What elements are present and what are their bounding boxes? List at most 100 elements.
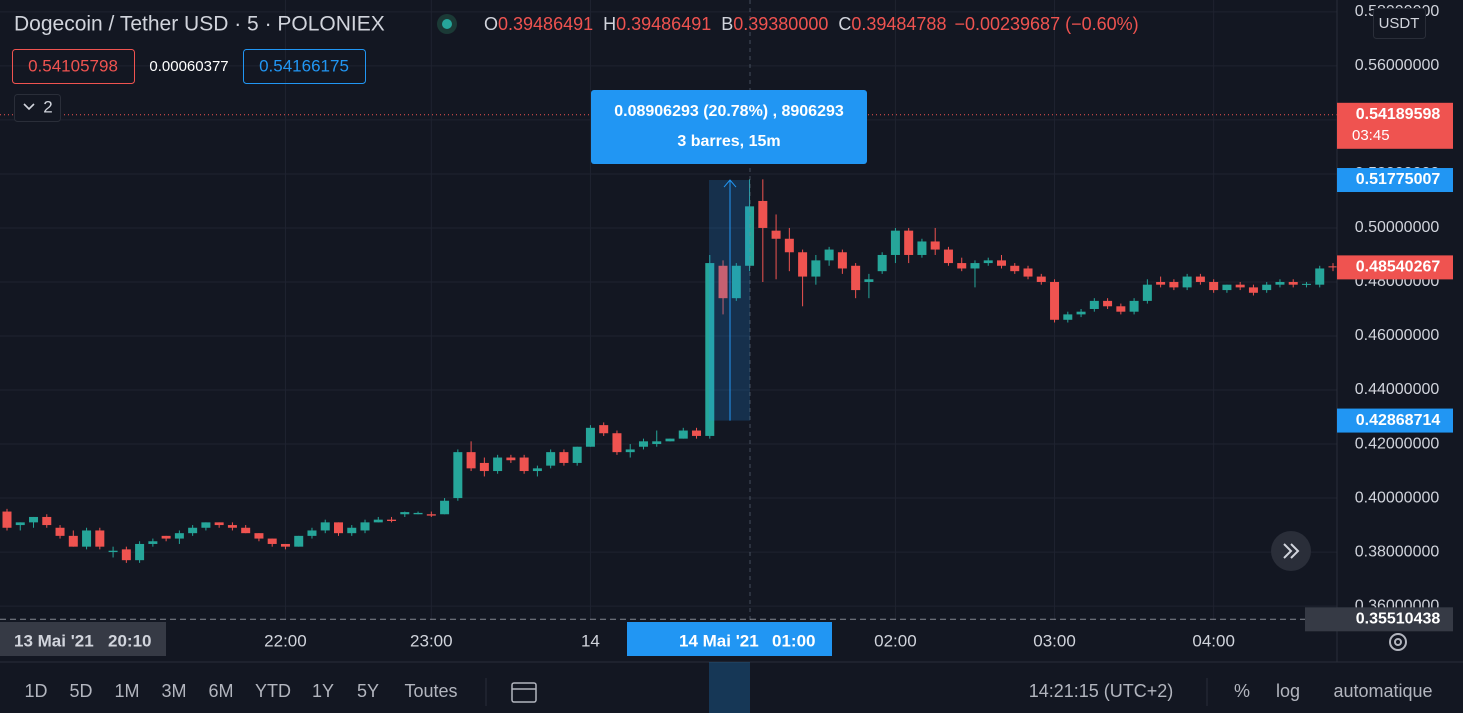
candle-body bbox=[585, 427, 595, 447]
candle-body bbox=[241, 527, 251, 534]
measure-arrowhead bbox=[723, 179, 737, 188]
candle-body bbox=[572, 446, 582, 463]
price-marker-countdown: 03:45 bbox=[1352, 127, 1390, 144]
candle-body bbox=[413, 512, 423, 515]
candle-body bbox=[201, 522, 211, 528]
buy-price[interactable]: 0.54166175 bbox=[259, 56, 349, 75]
price-axis: 0.360000000.380000000.400000000.42000000… bbox=[1305, 3, 1453, 632]
candle-body bbox=[745, 206, 755, 266]
candle-body bbox=[864, 279, 874, 282]
candle-body bbox=[426, 514, 436, 516]
candle-body bbox=[625, 449, 635, 453]
candle-body bbox=[1063, 314, 1073, 320]
candle-body bbox=[1036, 276, 1046, 282]
price-marker-label: 0.54189598 bbox=[1356, 106, 1441, 123]
chevron-icon bbox=[23, 103, 35, 111]
settings-icon-center bbox=[1394, 638, 1402, 646]
candle-body bbox=[877, 254, 887, 272]
candle-body bbox=[824, 249, 834, 261]
ohlc-value: 0.39486491 bbox=[498, 14, 593, 34]
y-tick-label: 0.46000000 bbox=[1355, 327, 1440, 344]
candle-body bbox=[811, 260, 821, 277]
percent-toggle[interactable]: % bbox=[1234, 681, 1250, 701]
measure-tooltip bbox=[591, 90, 867, 164]
range-button[interactable]: 5Y bbox=[357, 681, 379, 701]
candle-body bbox=[638, 441, 648, 447]
y-tick-label: 0.42000000 bbox=[1355, 435, 1440, 452]
candle-body bbox=[347, 527, 357, 534]
range-button[interactable]: 5D bbox=[69, 681, 92, 701]
candle-body bbox=[1275, 281, 1285, 285]
candle-body bbox=[82, 530, 92, 547]
candle-body bbox=[705, 263, 715, 436]
candle-body bbox=[360, 522, 370, 531]
price-marker-label: 0.35510438 bbox=[1356, 611, 1441, 628]
candle-body bbox=[983, 260, 993, 264]
candle-body bbox=[957, 263, 967, 269]
candle-body bbox=[1222, 284, 1232, 291]
price-marker bbox=[1337, 168, 1453, 193]
candle-body bbox=[904, 230, 914, 255]
sell-box[interactable] bbox=[12, 49, 135, 84]
indicators-count[interactable]: 2 bbox=[43, 97, 52, 116]
auto-toggle[interactable]: automatique bbox=[1333, 681, 1432, 701]
settings-icon[interactable] bbox=[1389, 633, 1407, 651]
ohlc-value: 0.39486491 bbox=[616, 14, 711, 34]
spread: 0.00060377 bbox=[149, 58, 228, 75]
price-marker bbox=[1337, 102, 1453, 149]
candle-body bbox=[1169, 281, 1179, 288]
candle-body bbox=[95, 530, 105, 547]
candle-body bbox=[121, 549, 131, 561]
y-tick-label: 0.38000000 bbox=[1355, 543, 1440, 560]
candle-body bbox=[280, 543, 290, 547]
range-button[interactable]: YTD bbox=[255, 681, 291, 701]
log-toggle[interactable]: log bbox=[1276, 681, 1300, 701]
candle-body bbox=[784, 238, 794, 253]
candle-body bbox=[440, 500, 450, 515]
time-axis: 22:00 23:00 14 02:00 03:00 04:00 bbox=[264, 631, 1235, 650]
candle-body bbox=[1089, 300, 1099, 309]
ohlc-values: O0.39486491 H0.39486491 B0.39380000 C0.3948… bbox=[484, 14, 1139, 34]
range-button[interactable]: 3M bbox=[161, 681, 186, 701]
ohlc-label: C bbox=[838, 14, 851, 34]
currency-box[interactable] bbox=[1373, 8, 1426, 39]
candle-body bbox=[798, 252, 808, 277]
measure-line-2: 3 barres, 15m bbox=[677, 133, 780, 150]
range-button[interactable]: 1M bbox=[114, 681, 139, 701]
x-tick-label: 23:00 bbox=[410, 631, 453, 650]
start-time: 20:10 bbox=[108, 631, 151, 650]
crosshair-label-box bbox=[627, 622, 832, 656]
candle-body bbox=[42, 516, 52, 526]
range-button[interactable]: 1Y bbox=[312, 681, 334, 701]
buy-box[interactable] bbox=[243, 49, 366, 84]
candle-body bbox=[29, 516, 39, 523]
range-button[interactable]: Toutes bbox=[404, 681, 457, 701]
range-button[interactable]: 1D bbox=[24, 681, 47, 701]
ohlc-change: −0.00239687 (−0.60%) bbox=[954, 14, 1138, 34]
indicators-toggle[interactable] bbox=[14, 94, 61, 122]
symbol-title: Dogecoin / Tether USD · 5 · POLONIEX bbox=[14, 13, 385, 36]
range-button[interactable]: 6M bbox=[208, 681, 233, 701]
candle-body bbox=[546, 452, 556, 466]
candle-body bbox=[771, 230, 781, 239]
candle-body bbox=[559, 452, 569, 463]
price-marker bbox=[1337, 408, 1453, 433]
candle-body bbox=[1023, 268, 1033, 277]
currency[interactable]: USDT bbox=[1379, 15, 1420, 32]
measure-line-1: 0.08906293 (20.78%) , 8906293 bbox=[614, 103, 844, 120]
ohlc-label: O bbox=[484, 14, 498, 34]
candle-body bbox=[1050, 281, 1060, 320]
candle-body bbox=[148, 541, 158, 544]
sell-price[interactable]: 0.54105798 bbox=[28, 56, 118, 75]
candle-body bbox=[970, 263, 980, 269]
start-date: 13 Mai '21 bbox=[14, 631, 94, 650]
candle-body bbox=[254, 533, 264, 539]
start-label-box bbox=[0, 622, 166, 656]
candle-body bbox=[307, 530, 317, 536]
date-range-icon[interactable] bbox=[511, 682, 537, 703]
candle-body bbox=[267, 538, 277, 544]
candle-body bbox=[1010, 265, 1020, 272]
candle-body bbox=[453, 452, 463, 499]
